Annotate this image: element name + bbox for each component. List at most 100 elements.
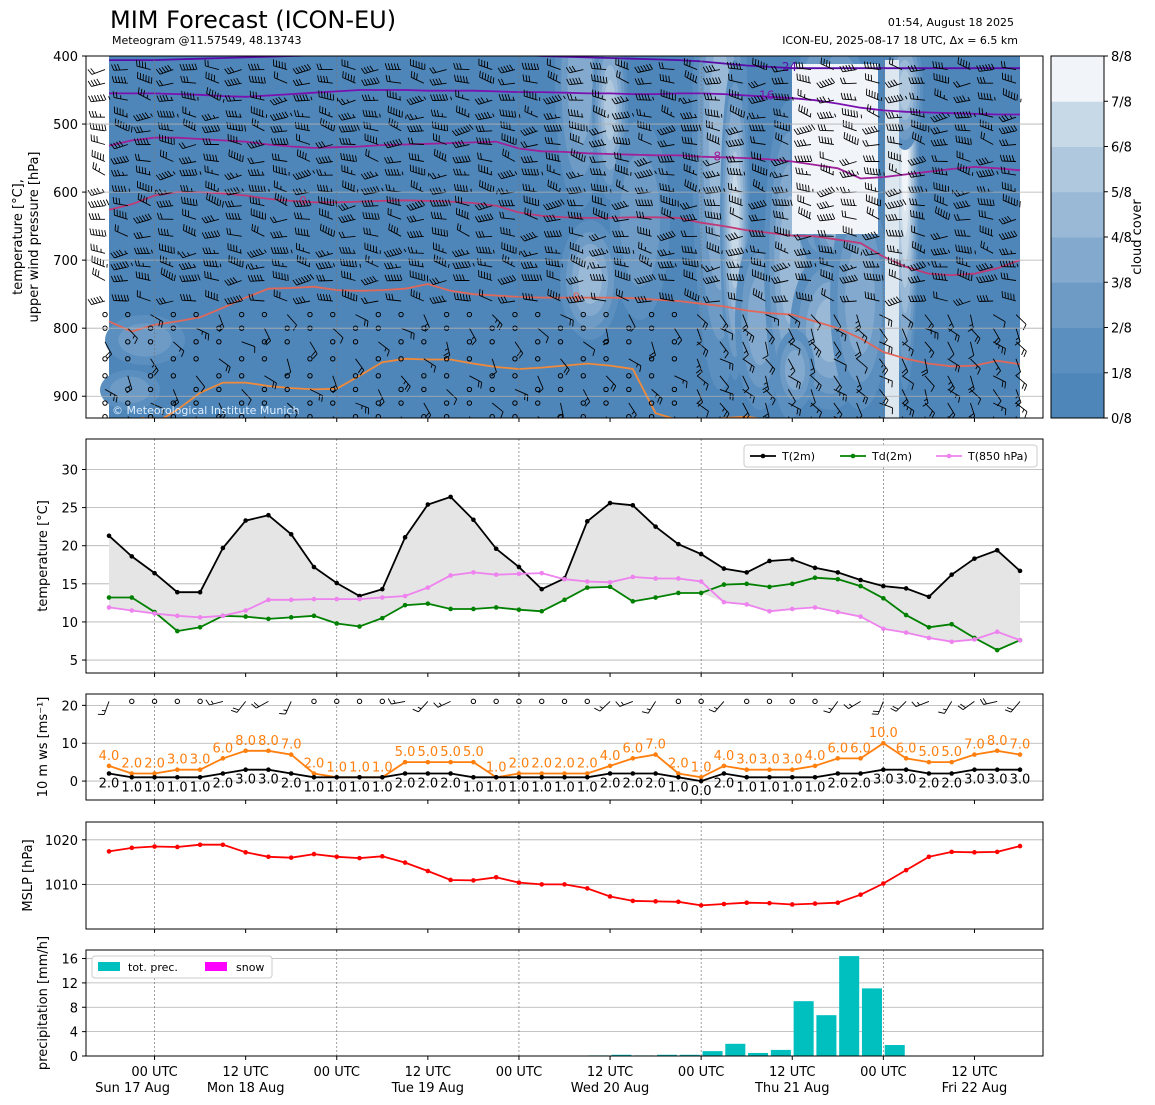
- td2m-point: [881, 596, 886, 601]
- y-tick-label: 600: [53, 186, 78, 201]
- wind-barb-calm: [352, 339, 359, 345]
- mean-data-label: 1.0: [326, 780, 347, 795]
- wind-barb: [155, 64, 174, 75]
- precip-bar: [656, 1054, 678, 1056]
- wind-barb-calm: [557, 373, 564, 379]
- wind-barb: [270, 138, 289, 145]
- t850-point: [106, 605, 112, 610]
- t850-point: [175, 613, 180, 619]
- gust-data-label: 6.0: [622, 741, 643, 756]
- wind-barb: [133, 247, 153, 255]
- gust-data-label: 2.0: [554, 757, 575, 772]
- wind-barb: [520, 126, 538, 136]
- wind-barb: [748, 80, 766, 89]
- t850-point: [881, 626, 886, 632]
- wind-barb-calm: [307, 400, 313, 406]
- x-tick-label: 12 UTC: [222, 1065, 268, 1080]
- issued-time: 01:54, August 18 2025: [887, 16, 1014, 29]
- t850-point: [334, 596, 340, 602]
- wind-barb-calm: [356, 698, 363, 705]
- wind-barb: [224, 95, 242, 102]
- wind-barb: [543, 94, 566, 105]
- t850-point: [812, 605, 818, 610]
- t850-point: [721, 599, 727, 605]
- t2m-point: [288, 531, 294, 537]
- wind-barb: [992, 358, 1001, 376]
- wind-barb: [978, 209, 994, 220]
- mean-data-label: 2.0: [919, 777, 940, 792]
- t2m-point: [721, 566, 727, 571]
- wind-mean-point: [835, 771, 841, 776]
- wind-barb: [976, 77, 994, 84]
- wind-barb: [247, 139, 265, 149]
- wind-barb: [195, 416, 197, 418]
- wind-barb: [247, 274, 265, 282]
- wind-barb: [315, 141, 333, 149]
- wind-barb-calm: [580, 311, 586, 318]
- t2m-point: [129, 554, 135, 559]
- wind-barb-calm: [603, 311, 609, 318]
- t2m-point: [152, 570, 157, 576]
- wind-barb: [319, 223, 336, 237]
- wind-barb: [182, 224, 197, 237]
- t850-point: [949, 639, 954, 645]
- wind-barb: [92, 162, 106, 176]
- wind-barb: [816, 201, 834, 210]
- wind-barb: [339, 246, 356, 254]
- mslp-point: [881, 881, 886, 886]
- wind-barb: [862, 260, 880, 268]
- wind-barb: [136, 59, 151, 71]
- wind-barb: [491, 402, 504, 418]
- wind-barb: [499, 109, 521, 118]
- x-tick-label: 00 UTC: [314, 1065, 360, 1080]
- precip-bar: [611, 1054, 632, 1056]
- wind-barb-calm: [675, 698, 682, 705]
- wind-mean-point: [698, 778, 704, 784]
- wind-barb: [523, 89, 541, 101]
- wind-barb: [657, 140, 675, 148]
- wind-barb: [719, 341, 729, 359]
- wind-barb: [127, 416, 131, 418]
- wind-barb: [702, 64, 720, 73]
- y-tick-label: 8: [70, 1001, 78, 1016]
- wind-barb: [319, 105, 333, 118]
- precip-bar: [816, 1015, 837, 1056]
- wind-barb: [400, 327, 415, 340]
- colorbar-band: [1051, 101, 1104, 147]
- t850-point: [562, 576, 567, 582]
- wind-barb: [921, 358, 929, 377]
- wind-barb: [674, 416, 677, 418]
- wind-barb: [954, 123, 971, 132]
- wind-barb-calm: [379, 698, 385, 705]
- wind-barb: [726, 167, 746, 176]
- wind-barb: [884, 199, 907, 210]
- wind-barb: [409, 270, 429, 282]
- wind-barb: [227, 133, 242, 145]
- t850-point: [607, 579, 613, 585]
- t850-point: [402, 593, 408, 599]
- wind-barb: [762, 402, 770, 418]
- wind-barb-calm: [284, 386, 290, 393]
- t850-point: [835, 609, 841, 615]
- wind-barb: [251, 118, 265, 132]
- wind-gust-point: [266, 748, 271, 754]
- wind-barb: [1015, 314, 1027, 331]
- wind-barb: [341, 270, 356, 281]
- td2m-point: [402, 602, 408, 608]
- wind-barb: [924, 327, 939, 340]
- wind-barb-calm: [580, 413, 586, 418]
- wind-barb-calm: [648, 400, 655, 406]
- wind-barb: [429, 187, 447, 195]
- wind-barb: [862, 155, 880, 162]
- wind-barb: [980, 131, 994, 145]
- wind-barb: [523, 195, 540, 207]
- mean-data-label: 1.0: [463, 780, 484, 795]
- precip-bar: [702, 1051, 723, 1056]
- wind-barb: [412, 701, 429, 713]
- wind-barb-calm: [466, 339, 473, 345]
- wind-barb-calm: [193, 311, 199, 318]
- wind-barb: [820, 268, 834, 281]
- t2m-point: [789, 557, 795, 562]
- cloud-region: [785, 350, 805, 390]
- wind-barb: [446, 389, 458, 406]
